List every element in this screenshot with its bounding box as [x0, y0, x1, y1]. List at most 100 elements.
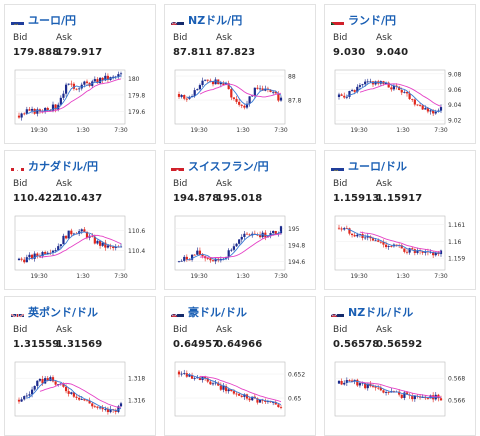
bid-value: 194.878 [173, 193, 220, 204]
price-labels: Bid Ask [333, 325, 392, 335]
moving-average-long [39, 234, 122, 258]
candle-body [382, 390, 385, 393]
candlestick-chart: 1.318 1.316 [14, 361, 145, 417]
currency-pair-link[interactable]: 豪ドル/ドル [188, 306, 248, 319]
candle-body [70, 230, 73, 235]
price-labels: Bid Ask [13, 325, 72, 335]
candle-body [78, 88, 81, 90]
chart-container[interactable]: 180 179.8 179.6 19:30 1:30 7:30 [13, 68, 153, 138]
x-tick-label: 7:30 [114, 273, 128, 280]
candle-body [240, 395, 243, 397]
bid-value: 0.56578 [333, 339, 380, 350]
candle-body [117, 74, 120, 77]
candlestick-chart: 88 87.8 19:30 1:30 7:30 [174, 69, 302, 134]
bid-value: 0.64957 [173, 339, 220, 350]
candle-body [30, 108, 34, 111]
y-tick-label: 194.6 [288, 259, 305, 266]
chart-container[interactable]: 9.08 9.06 9.04 9.02 19:30 1:30 7:30 [333, 68, 473, 138]
candle-body [57, 104, 60, 110]
candle-body [240, 236, 243, 240]
candlestick-chart: 110.6 110.4 19:30 1:30 7:30 [14, 215, 145, 280]
price-values: 1.315591.31569 [13, 339, 102, 350]
candle-body [353, 235, 356, 237]
candle-body [248, 96, 251, 104]
currency-pair-link[interactable]: 英ポンド/ドル [28, 306, 99, 319]
rate-card[interactable]: 豪ドル/ドル Bid Ask 0.649570.64966 0.652 0.65 [164, 296, 316, 436]
rate-card[interactable]: ランド/円 Bid Ask 9.030 9.040 9.08 9.06 9.04 9.02 19:… [324, 4, 476, 144]
candle-body [279, 97, 283, 101]
card-title-row[interactable]: ユーロ/円 [11, 11, 76, 29]
candle-body [30, 254, 34, 259]
candle-body [269, 89, 272, 92]
ask-value: 9.040 [376, 47, 409, 58]
rate-card[interactable]: NZドル/円 Bid Ask 87.811 87.823 88 87.8 19:30 1:30 7… [164, 4, 316, 144]
ask-label: Ask [376, 33, 393, 43]
chart-container[interactable]: 0.652 0.65 [173, 360, 313, 430]
card-title-row[interactable]: カナダドル/円 [11, 157, 98, 175]
price-labels: Bid Ask [173, 179, 232, 189]
moving-average-short [26, 75, 122, 114]
rate-card[interactable]: カナダドル/円 Bid Ask 110.422110.437 110.6 110.4 19:… [4, 150, 156, 290]
chart-container[interactable]: 1.161 1.16 1.159 19:30 1:30 7:30 [333, 214, 473, 284]
chart-container[interactable]: 0.568 0.566 [333, 360, 473, 430]
candle-body [64, 84, 68, 94]
candle-body [408, 93, 411, 99]
candle-body [408, 248, 411, 253]
currency-pair-link[interactable]: カナダドル/円 [28, 160, 99, 173]
rate-card[interactable]: ユーロ/ドル Bid Ask 1.159131.15917 1.161 1.16 1.159… [324, 150, 476, 290]
card-title-row[interactable]: 英ポンド/ドル [11, 303, 98, 321]
currency-pair-link[interactable]: ユーロ/円 [28, 14, 77, 27]
rate-card[interactable]: スイスフラン/円 Bid Ask 194.878195.018 195 194.8 194.… [164, 150, 316, 290]
candle-body [214, 258, 217, 262]
card-title-row[interactable]: ユーロ/ドル [331, 157, 407, 175]
candle-body [235, 243, 238, 247]
candle-body [36, 253, 39, 256]
candle-body [405, 251, 409, 253]
y-tick-label: 1.161 [448, 222, 465, 229]
ask-value: 1.15917 [376, 193, 423, 204]
chart-container[interactable]: 88 87.8 19:30 1:30 7:30 [173, 68, 313, 138]
candle-body [395, 244, 398, 246]
candle-body [400, 89, 403, 93]
card-title-row[interactable]: NZドル/円 [171, 11, 242, 29]
moving-average-long [199, 233, 282, 259]
candle-body [51, 377, 55, 382]
candle-body [54, 381, 57, 385]
rate-card[interactable]: NZドル/ドル Bid Ask 0.565780.56592 0.568 0.566 [324, 296, 476, 436]
candle-body [439, 107, 443, 111]
candle-body [364, 81, 367, 85]
currency-pair-link[interactable]: NZドル/円 [188, 14, 243, 27]
chart-container[interactable]: 110.6 110.4 19:30 1:30 7:30 [13, 214, 153, 284]
candle-body [387, 392, 390, 393]
candle-body [253, 87, 256, 96]
y-tick-label: 110.6 [128, 228, 145, 235]
currency-pair-link[interactable]: ユーロ/ドル [348, 160, 408, 173]
candle-body [206, 79, 209, 81]
candle-body [75, 396, 78, 398]
currency-pair-link[interactable]: NZドル/ドル [348, 306, 414, 319]
candle-body [358, 85, 362, 87]
rate-card[interactable]: ユーロ/円 Bid Ask 179.888179.917 180 179.8 179.6 19… [4, 4, 156, 144]
currency-pair-link[interactable]: スイスフラン/円 [188, 160, 269, 173]
candle-body [30, 389, 34, 395]
flag-icon [11, 16, 24, 25]
candle-body [245, 233, 249, 235]
candle-body [196, 250, 199, 255]
card-title-row[interactable]: NZドル/ドル [331, 303, 413, 321]
x-tick-label: 7:30 [114, 127, 128, 134]
candle-body [235, 98, 238, 102]
candle-body [403, 392, 406, 398]
candle-body [238, 393, 241, 396]
candlestick-chart: 1.161 1.16 1.159 19:30 1:30 7:30 [334, 215, 465, 280]
rate-card[interactable]: 英ポンド/ドル Bid Ask 1.315591.31569 1.318 1.316 [4, 296, 156, 436]
chart-container[interactable]: 195 194.8 194.6 19:30 1:30 7:30 [173, 214, 313, 284]
x-tick-label: 7:30 [434, 127, 448, 134]
card-title-row[interactable]: 豪ドル/ドル [171, 303, 247, 321]
candle-body [198, 250, 202, 255]
chart-container[interactable]: 1.318 1.316 [13, 360, 153, 430]
card-title-row[interactable]: ランド/円 [331, 11, 396, 29]
card-title-row[interactable]: スイスフラン/円 [171, 157, 269, 175]
candle-body [17, 258, 21, 261]
currency-pair-link[interactable]: ランド/円 [348, 14, 397, 27]
candle-body [114, 246, 117, 249]
